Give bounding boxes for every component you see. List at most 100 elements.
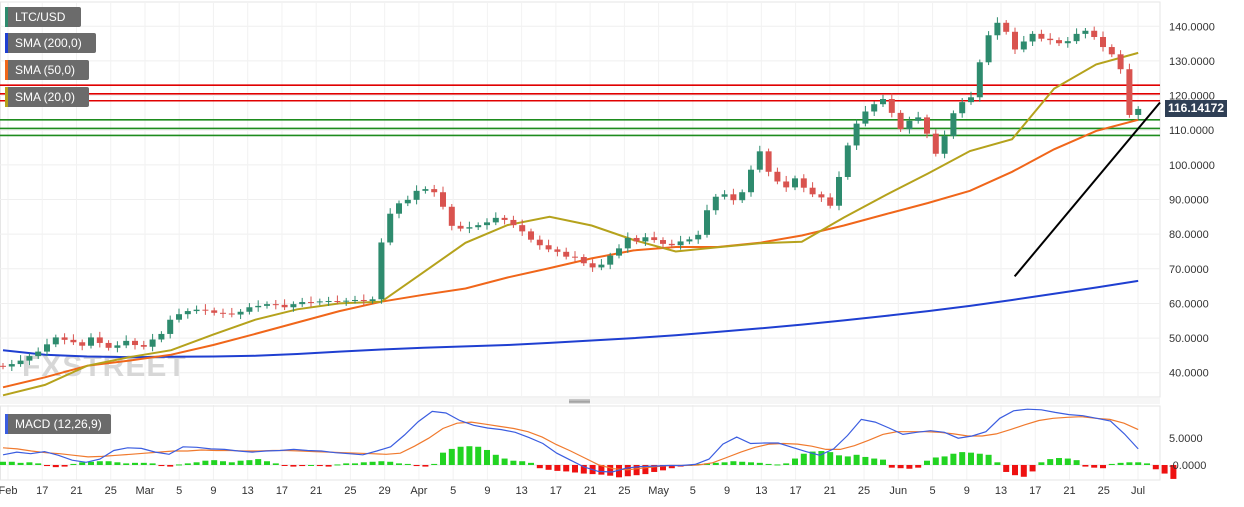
legend-macd[interactable]: MACD (12,26,9) <box>5 414 111 434</box>
macd-histogram-bar <box>1144 463 1150 465</box>
macd-histogram-bar <box>325 464 332 467</box>
candle-body <box>536 239 543 246</box>
candle-body <box>308 302 314 304</box>
candle-body <box>211 310 218 313</box>
y-tick-label: 140.0000 <box>1169 21 1215 33</box>
legend-sma20[interactable]: SMA (20,0) <box>5 87 89 107</box>
macd-histogram-bar <box>660 464 666 471</box>
macd-histogram-bar <box>862 456 869 465</box>
candle-body <box>554 249 561 252</box>
candle-body <box>792 178 798 188</box>
ascending-trendline <box>1013 101 1161 278</box>
candle-body <box>475 225 482 228</box>
macd-histogram-bar <box>1082 464 1089 467</box>
x-tick-label: Jun <box>889 485 907 497</box>
candle-body <box>61 337 68 340</box>
macd-histogram-bar <box>510 460 517 465</box>
macd-histogram-bar <box>1020 464 1027 477</box>
candle-body <box>1029 33 1036 42</box>
macd-histogram-bar <box>396 463 402 465</box>
candle-body <box>369 299 376 302</box>
candle-body <box>501 217 508 220</box>
macd-panel-frame <box>0 405 1161 481</box>
candle-body <box>96 337 103 343</box>
macd-histogram-bar <box>184 463 191 465</box>
candle-body <box>431 189 438 193</box>
macd-histogram-bar <box>79 462 86 465</box>
candle-body <box>440 192 446 207</box>
macd-histogram-bar <box>941 456 948 465</box>
candle-body <box>809 187 816 195</box>
macd-histogram-bar <box>360 462 367 465</box>
candle-body <box>246 307 253 312</box>
macd-histogram-bar <box>880 459 886 465</box>
candle-body <box>1091 30 1098 37</box>
candle-body <box>519 225 526 232</box>
macd-histogram-bar <box>369 461 376 465</box>
candle-body <box>237 311 244 315</box>
macd-histogram-bar <box>756 462 763 465</box>
x-tick-label: Apr <box>410 485 427 497</box>
macd-histogram-bar <box>748 462 754 465</box>
macd-histogram-bar <box>932 457 939 465</box>
candle-body <box>149 339 156 347</box>
candle-body <box>510 219 517 226</box>
macd-histogram-bar <box>1135 462 1142 465</box>
candle-body <box>132 340 138 346</box>
macd-histogram-bar <box>484 449 490 465</box>
macd-histogram-bar <box>158 464 165 467</box>
candle-body <box>818 194 825 198</box>
y-tick-label: 70.0000 <box>1169 264 1209 276</box>
candle-body <box>114 345 121 348</box>
candle-body <box>853 123 860 146</box>
macd-histogram-bar <box>334 464 341 466</box>
candle-body <box>79 342 86 346</box>
candle-body <box>607 255 614 265</box>
candle-body <box>721 194 728 197</box>
candle-body <box>704 210 710 235</box>
candle-body <box>950 113 957 137</box>
macd-histogram-bar <box>844 456 851 465</box>
candle-body <box>1047 38 1054 41</box>
candle-body <box>668 243 675 246</box>
legend-pair-label: LTC/USD <box>15 10 66 24</box>
candle-body <box>167 319 174 334</box>
macd-histogram-bar <box>774 464 781 466</box>
candle-body <box>598 264 605 268</box>
macd-y-tick-label: -0.0000 <box>1169 460 1206 472</box>
candle-body <box>906 120 913 130</box>
candle-body <box>897 112 904 130</box>
macd-line <box>2 408 1139 473</box>
candle-body <box>1135 108 1142 115</box>
macd-histogram-bar <box>123 463 130 465</box>
candle-body <box>1003 22 1010 32</box>
candle-body <box>316 301 323 303</box>
candle-body <box>633 237 640 242</box>
macd-histogram-bar <box>255 459 262 465</box>
candle-body <box>624 237 631 249</box>
sma50-line <box>2 118 1139 389</box>
y-tick-label: 100.0000 <box>1169 160 1215 172</box>
x-tick-label: 25 <box>344 485 356 497</box>
macd-histogram-bar <box>61 464 68 467</box>
legend-sma200[interactable]: SMA (200,0) <box>5 33 96 53</box>
legend-sma50[interactable]: SMA (50,0) <box>5 60 89 80</box>
x-tick-label: 13 <box>516 485 528 497</box>
candle-body <box>1082 30 1089 34</box>
legend-pair[interactable]: LTC/USD <box>5 7 81 27</box>
x-tick-label: 21 <box>584 485 596 497</box>
candle-body <box>184 311 191 315</box>
x-tick-label: 17 <box>36 485 48 497</box>
candle-body <box>290 304 297 308</box>
macd-histogram-bar <box>272 463 279 465</box>
macd-histogram-bar <box>1056 458 1062 465</box>
macd-histogram-bar <box>264 461 270 465</box>
candle-body <box>1117 54 1124 70</box>
y-tick-label: 40.0000 <box>1169 368 1209 380</box>
macd-histogram-bar <box>220 461 226 465</box>
candle-body <box>730 194 737 201</box>
legend-sma20-label: SMA (20,0) <box>15 90 76 104</box>
candle-body <box>466 227 473 229</box>
